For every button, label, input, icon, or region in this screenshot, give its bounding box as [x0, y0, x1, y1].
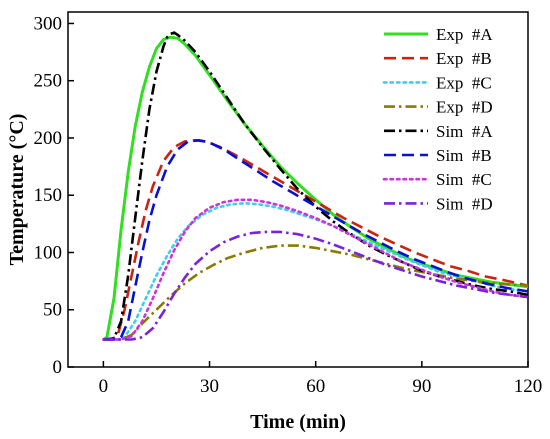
series-line-2	[103, 139, 529, 341]
x-axis: 0 30 60 90 120	[99, 361, 543, 397]
x-tick-label: 120	[514, 376, 543, 397]
x-tick-label: 0	[99, 376, 109, 397]
x-axis-title: Time (min)	[250, 411, 346, 433]
y-tick-label: 300	[34, 13, 63, 34]
y-axis-title: Temperature (°C)	[6, 114, 28, 266]
legend: Exp #A Exp #B Exp #C Exp #D Sim #A Sim #B Sim …	[382, 25, 493, 213]
legend-label: Exp #B	[436, 49, 492, 68]
legend-label: Sim #C	[436, 170, 492, 189]
y-tick-label: 150	[34, 185, 63, 206]
series-line-5	[103, 31, 529, 341]
legend-label: Sim #B	[436, 146, 492, 165]
y-axis: 0 50 100 150 200 250 300	[34, 13, 74, 378]
y-tick-label: 250	[34, 71, 63, 92]
legend-label: Exp #C	[436, 73, 492, 92]
series-line-6	[103, 139, 529, 341]
y-tick-label: 50	[43, 300, 62, 321]
legend-label: Exp #D	[436, 98, 493, 117]
legend-label: Exp #A	[436, 25, 493, 44]
y-tick-label: 200	[34, 128, 63, 149]
series-line-3	[102, 201, 530, 341]
series-line-4	[103, 244, 529, 341]
x-tick-label: 30	[200, 376, 219, 397]
series-line-8	[103, 230, 529, 341]
x-tick-label: 60	[306, 376, 325, 397]
series-layer	[102, 31, 530, 341]
x-tick-label: 90	[412, 376, 431, 397]
series-line-7	[102, 198, 530, 341]
y-tick-label: 100	[34, 242, 63, 263]
legend-label: Sim #A	[436, 122, 493, 141]
legend-label: Sim #D	[436, 194, 493, 213]
y-tick-label: 0	[53, 357, 63, 378]
plot-frame	[67, 11, 529, 368]
